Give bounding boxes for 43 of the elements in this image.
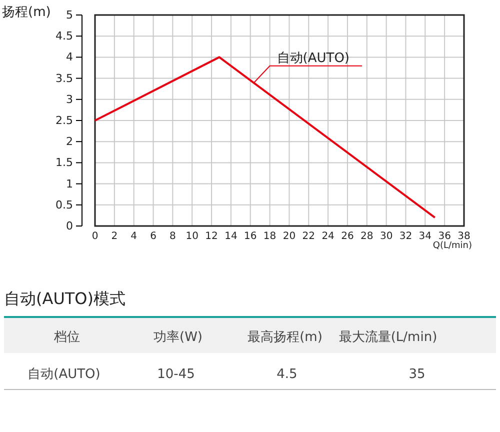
y-tick-label: 1.5 [56, 156, 73, 170]
category-label: 最高扬程(m) [248, 329, 322, 345]
y-tick-label: 3 [66, 92, 73, 106]
y-tick-label: 1 [66, 177, 73, 190]
y-tick-label: 3.5 [56, 72, 73, 85]
x-tick-label: 36 [438, 231, 451, 242]
y-tick-label: 5 [66, 8, 73, 22]
y-tick-label: 2 [66, 135, 73, 148]
text: 自动(AUTO)模式 [4, 289, 126, 308]
text: 10-45 [157, 367, 195, 382]
x-tick-label: 10 [186, 231, 198, 242]
y-tick-label: 0.5 [56, 198, 73, 212]
x-tick-label: 20 [282, 231, 296, 242]
category-label: 最大流量(L/min) [338, 329, 438, 345]
category-label: 功率(W) [154, 329, 202, 345]
x-tick-label: 32 [399, 231, 412, 242]
x-tick-label: 8 [169, 231, 176, 242]
y-tick-label: 0 [66, 220, 73, 233]
x-tick-label: 12 [205, 231, 218, 242]
text: 自动(AUTO) [28, 367, 100, 382]
x-tick-label: 28 [360, 231, 374, 242]
x-tick-label: 24 [322, 231, 334, 242]
x-tick-label: 34 [418, 231, 432, 242]
x-tick-label: 2 [111, 231, 118, 242]
x-tick-label: 16 [244, 231, 257, 242]
x-tick-label: 0 [92, 231, 98, 242]
x-tick-label: 4 [130, 231, 138, 242]
x-tick-label: 38 [458, 231, 470, 242]
y-tick-label: 4.5 [56, 30, 73, 43]
y-tick-label: 2.5 [56, 114, 73, 128]
text: 4.5 [276, 367, 298, 382]
x-tick-label: 14 [224, 231, 238, 242]
x-tick-label: 26 [341, 231, 354, 242]
category-label: 档位 [53, 330, 80, 345]
x-tick-label: 30 [380, 231, 393, 242]
x-tick-label: 18 [263, 231, 276, 242]
y-axis-title: 扬程(m) [2, 5, 51, 20]
x-tick-label: 6 [150, 231, 156, 242]
text: 35 [408, 367, 426, 382]
text: 自动(AUTO) [276, 50, 350, 66]
x-axis-title: Q(L/min) [432, 241, 472, 251]
y-tick-label: 4 [66, 50, 73, 64]
x-tick-label: 22 [302, 231, 315, 242]
